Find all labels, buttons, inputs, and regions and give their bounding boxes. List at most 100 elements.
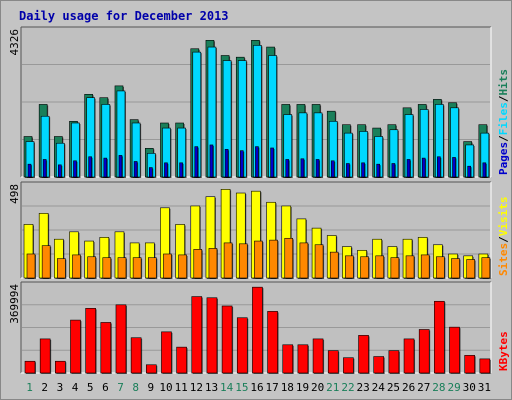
bar-hits-pages-28 xyxy=(437,156,441,178)
bar-hits-pages-18 xyxy=(285,159,290,178)
bar-visits-sites-29 xyxy=(451,258,460,279)
legend-entry-files: Files xyxy=(497,102,510,135)
bar-kbytes-kbytes-14 xyxy=(221,305,233,374)
bar-hits-pages-31 xyxy=(482,162,487,178)
bar-kbytes-kbytes-1 xyxy=(24,360,36,374)
bar-hits-pages-10 xyxy=(164,162,168,178)
x-tick-label: 8 xyxy=(132,381,139,394)
bar-kbytes-kbytes-23 xyxy=(358,335,369,374)
bar-visits-sites-25 xyxy=(390,257,400,279)
bar-visits-sites-5 xyxy=(87,256,96,279)
bar-visits-sites-10 xyxy=(163,253,172,279)
bar-visits-sites-27 xyxy=(420,254,430,279)
bar-visits-sites-2 xyxy=(41,245,51,279)
bar-hits-pages-12 xyxy=(194,146,199,178)
x-tick-label: 15 xyxy=(235,381,248,394)
bar-hits-pages-29 xyxy=(452,157,456,178)
legend-entry-hits: Hits xyxy=(497,69,510,96)
x-tick-label: 6 xyxy=(102,381,109,394)
bar-kbytes-kbytes-21 xyxy=(327,350,339,374)
bar-kbytes-kbytes-19 xyxy=(297,344,309,374)
bar-kbytes-kbytes-8 xyxy=(130,337,142,374)
bar-visits-sites-22 xyxy=(345,255,354,279)
bar-hits-pages-7 xyxy=(118,155,123,178)
bar-hits-pages-15 xyxy=(239,150,244,178)
bar-hits-pages-13 xyxy=(209,144,214,178)
bar-visits-sites-23 xyxy=(360,256,369,279)
bar-visits-sites-1 xyxy=(26,253,36,279)
bar-hits-pages-3 xyxy=(58,164,62,178)
bar-hits-pages-11 xyxy=(179,162,183,178)
bar-visits-sites-19 xyxy=(299,242,309,279)
ymax-label-hits: 4326 xyxy=(8,29,21,56)
x-tick-label: 10 xyxy=(159,381,172,394)
bar-kbytes-kbytes-10 xyxy=(161,331,172,374)
bar-kbytes-kbytes-28 xyxy=(434,300,445,374)
ymax-label-visits: 498 xyxy=(8,184,21,204)
bar-kbytes-kbytes-30 xyxy=(464,355,475,374)
bar-visits-sites-4 xyxy=(72,254,81,279)
x-tick-label: 31 xyxy=(478,381,491,394)
bar-kbytes-kbytes-6 xyxy=(100,322,112,374)
x-tick-label: 22 xyxy=(341,381,354,394)
bar-hits-pages-8 xyxy=(133,161,138,178)
bar-hits-pages-19 xyxy=(300,158,305,178)
x-tick-label: 25 xyxy=(387,381,400,394)
bar-kbytes-kbytes-17 xyxy=(267,311,278,374)
x-tick-label: 19 xyxy=(296,381,309,394)
x-tick-label: 17 xyxy=(266,381,279,394)
bar-hits-pages-23 xyxy=(361,162,365,178)
bar-hits-pages-4 xyxy=(73,160,77,178)
bar-kbytes-kbytes-27 xyxy=(418,329,430,374)
bar-visits-sites-28 xyxy=(436,256,445,279)
legend-entry-visits: Visits xyxy=(497,197,510,237)
bar-kbytes-kbytes-25 xyxy=(388,350,400,374)
bar-kbytes-kbytes-5 xyxy=(85,308,96,374)
bar-hits-pages-30 xyxy=(467,165,471,178)
legend-entry-pages: Pages xyxy=(497,142,510,175)
bar-hits-pages-17 xyxy=(270,147,274,178)
x-tick-label: 9 xyxy=(148,381,155,394)
bar-kbytes-kbytes-18 xyxy=(282,344,294,374)
bar-kbytes-kbytes-4 xyxy=(70,319,81,374)
x-tick-label: 14 xyxy=(220,381,234,394)
x-tick-label: 7 xyxy=(117,381,124,394)
x-tick-label: 21 xyxy=(326,381,339,394)
bar-hits-pages-14 xyxy=(224,149,229,178)
x-tick-label: 18 xyxy=(281,381,294,394)
bar-kbytes-kbytes-22 xyxy=(343,357,354,374)
bar-hits-pages-1 xyxy=(27,163,32,178)
bar-visits-sites-17 xyxy=(269,239,278,279)
bar-visits-sites-12 xyxy=(193,249,203,279)
x-tick-label: 28 xyxy=(432,381,445,394)
bar-kbytes-kbytes-3 xyxy=(55,360,66,374)
bar-hits-pages-22 xyxy=(346,163,350,178)
bar-kbytes-kbytes-31 xyxy=(479,358,491,374)
bar-kbytes-kbytes-9 xyxy=(145,364,157,374)
bar-hits-pages-24 xyxy=(376,163,381,178)
bar-kbytes-kbytes-29 xyxy=(449,326,460,374)
bar-visits-sites-26 xyxy=(405,255,415,279)
bar-visits-sites-7 xyxy=(117,257,127,279)
x-tick-label: 23 xyxy=(357,381,370,394)
bar-visits-sites-13 xyxy=(208,248,218,279)
x-tick-label: 20 xyxy=(311,381,324,394)
bar-kbytes-kbytes-12 xyxy=(191,296,203,374)
bar-kbytes-kbytes-11 xyxy=(176,346,187,374)
bar-visits-sites-20 xyxy=(314,244,324,279)
bar-hits-pages-21 xyxy=(330,160,335,178)
ymax-label-kbytes: 369994 xyxy=(8,284,21,324)
bar-visits-sites-8 xyxy=(132,257,142,279)
bar-kbytes-kbytes-24 xyxy=(373,356,385,374)
bar-kbytes-kbytes-2 xyxy=(39,338,51,374)
bar-hits-pages-16 xyxy=(255,146,259,178)
x-tick-label: 27 xyxy=(417,381,430,394)
legend-entry-kbytes: KBytes xyxy=(497,331,510,371)
bar-visits-sites-31 xyxy=(481,257,491,279)
bar-visits-sites-18 xyxy=(284,237,294,279)
x-tick-label: 30 xyxy=(463,381,476,394)
x-tick-label: 2 xyxy=(41,381,48,394)
legend-kbytes: KBytes xyxy=(497,331,510,371)
bar-visits-sites-15 xyxy=(238,243,248,279)
